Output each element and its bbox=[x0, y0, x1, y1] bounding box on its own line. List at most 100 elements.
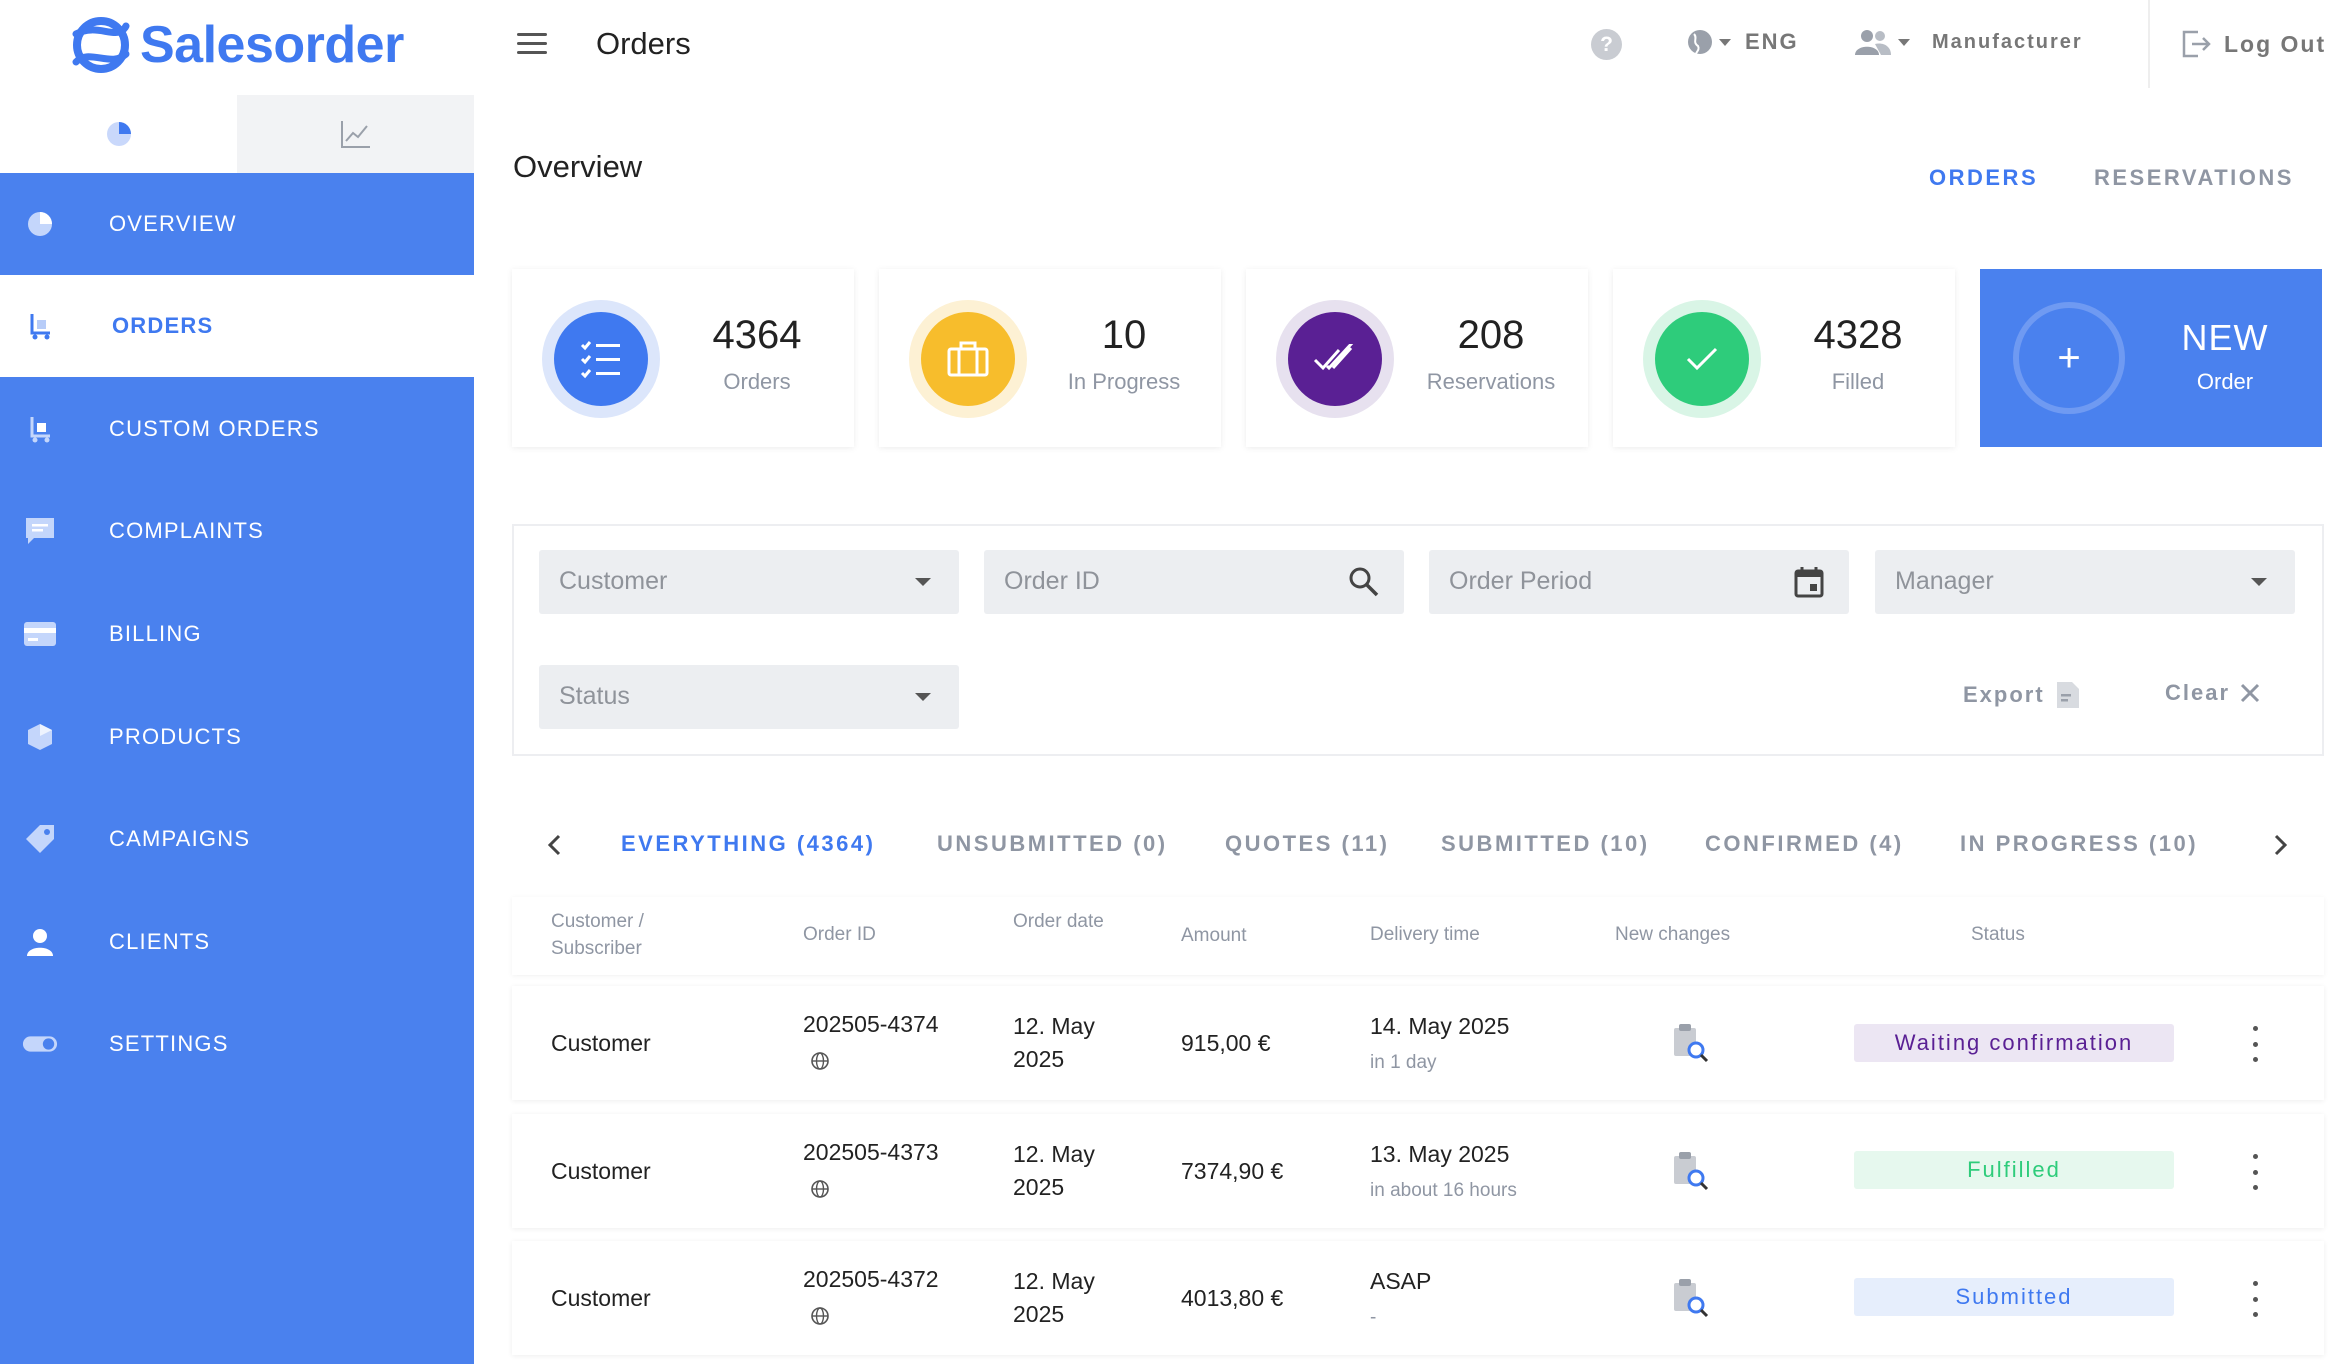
cell-delivery-relative: - bbox=[1370, 1307, 1377, 1328]
new-order-title: NEW bbox=[2181, 317, 2269, 358]
language-label: ENG bbox=[1745, 29, 1799, 54]
sidebar-item-settings[interactable]: SETTINGS bbox=[0, 993, 474, 1095]
logo-icon bbox=[72, 17, 130, 73]
manager-select-placeholder: Manager bbox=[1895, 567, 1994, 595]
cell-delivery-relative: in about 16 hours bbox=[1370, 1180, 1517, 1201]
clear-filters-button[interactable]: Clear bbox=[2165, 680, 2260, 706]
clipboard-search-icon[interactable] bbox=[1672, 1277, 1712, 1319]
sidebar-item-label: CUSTOM ORDERS bbox=[109, 416, 320, 441]
tab-reservations[interactable]: RESERVATIONS bbox=[2094, 165, 2294, 190]
logout-button[interactable]: Log Out bbox=[2180, 28, 2326, 60]
sidebar-item-complaints[interactable]: COMPLAINTS bbox=[0, 480, 474, 582]
brand-logo[interactable]: Salesorder bbox=[68, 12, 404, 78]
sidebar-tab-analytics[interactable] bbox=[237, 95, 474, 173]
help-icon[interactable]: ? bbox=[1591, 29, 1622, 60]
column-header-delivery[interactable]: Delivery time bbox=[1370, 924, 1480, 945]
cell-amount: 4013,80 € bbox=[1181, 1285, 1284, 1311]
chevron-right-icon[interactable] bbox=[2265, 830, 2295, 860]
new-order-button[interactable]: + NEW Order bbox=[1980, 269, 2322, 447]
sidebar-item-clients[interactable]: CLIENTS bbox=[0, 891, 474, 993]
sidebar-item-label: OVERVIEW bbox=[109, 211, 237, 236]
sidebar-item-custom-orders[interactable]: CUSTOM ORDERS bbox=[0, 378, 474, 480]
row-menu-icon[interactable] bbox=[2251, 1026, 2259, 1062]
column-header-status[interactable]: Status bbox=[1971, 924, 2025, 945]
stat-card-reservations[interactable]: 208 Reservations bbox=[1246, 269, 1588, 447]
chat-icon bbox=[22, 513, 58, 549]
cell-order-id: 202505-4372 bbox=[803, 1266, 939, 1292]
close-icon bbox=[2240, 683, 2260, 703]
table-row[interactable]: Customer 202505-4374 12. May 2025 915,00… bbox=[512, 986, 2324, 1100]
sidebar-item-orders[interactable]: ORDERS bbox=[0, 275, 474, 377]
order-period-input[interactable]: Order Period bbox=[1429, 550, 1849, 614]
check-icon bbox=[1686, 347, 1718, 371]
table-row[interactable]: Customer 202505-4373 12. May 2025 7374,9… bbox=[512, 1114, 2324, 1228]
new-order-subtitle: Order bbox=[2196, 369, 2254, 394]
search-icon bbox=[1349, 567, 1379, 597]
chevron-down-icon bbox=[1719, 38, 1731, 46]
role-label: Manufacturer bbox=[1932, 30, 2083, 53]
stat-label: Reservations bbox=[1426, 369, 1556, 394]
chevron-down-icon bbox=[1898, 38, 1910, 46]
language-selector[interactable]: ENG bbox=[1686, 28, 1799, 56]
chevron-left-icon[interactable] bbox=[540, 830, 570, 860]
cell-amount: 7374,90 € bbox=[1181, 1158, 1284, 1184]
sidebar-item-overview[interactable]: OVERVIEW bbox=[0, 173, 474, 275]
export-button[interactable]: Export bbox=[1963, 680, 2081, 710]
sidebar-view-tabs bbox=[0, 95, 474, 173]
users-icon bbox=[1855, 30, 1891, 55]
stat-card-in-progress[interactable]: 10 In Progress bbox=[879, 269, 1221, 447]
menu-toggle-icon[interactable] bbox=[517, 33, 547, 55]
row-menu-icon[interactable] bbox=[2251, 1154, 2259, 1190]
cell-delivery: 13. May 2025 bbox=[1370, 1141, 1510, 1167]
order-period-placeholder: Order Period bbox=[1449, 567, 1593, 595]
manager-select[interactable]: Manager bbox=[1875, 550, 2295, 614]
tab-submitted[interactable]: SUBMITTED (10) bbox=[1441, 831, 1650, 856]
tab-orders[interactable]: ORDERS bbox=[1929, 165, 2039, 190]
globe-icon bbox=[1688, 30, 1712, 55]
column-header-order-id[interactable]: Order ID bbox=[803, 924, 876, 945]
row-menu-icon[interactable] bbox=[2251, 1281, 2259, 1317]
status-badge: Submitted bbox=[1854, 1278, 2174, 1316]
tab-confirmed[interactable]: CONFIRMED (4) bbox=[1705, 831, 1904, 856]
customer-select[interactable]: Customer bbox=[539, 550, 959, 614]
toggle-icon bbox=[22, 1026, 58, 1062]
sidebar-item-billing[interactable]: BILLING bbox=[0, 583, 474, 685]
plus-icon: + bbox=[2013, 302, 2125, 414]
stat-card-orders[interactable]: 4364 Orders bbox=[512, 269, 854, 447]
calendar-icon bbox=[1794, 567, 1824, 598]
stat-icon-ring bbox=[542, 300, 660, 418]
order-id-search-input[interactable]: Order ID bbox=[984, 550, 1404, 614]
column-header-customer[interactable]: Customer / Subscriber bbox=[551, 911, 644, 959]
column-header-changes[interactable]: New changes bbox=[1615, 924, 1731, 945]
role-selector[interactable]: Manufacturer bbox=[1853, 28, 2083, 56]
tab-everything[interactable]: EVERYTHING (4364) bbox=[621, 831, 876, 856]
cell-order-date: 12. May 2025 bbox=[1013, 1013, 1095, 1072]
sidebar-nav: OVERVIEW ORDERS CUSTOM ORDERS COMPLAINTS… bbox=[0, 173, 474, 1364]
header-divider bbox=[2148, 0, 2150, 88]
table-row[interactable]: Customer 202505-4372 12. May 2025 4013,8… bbox=[512, 1241, 2324, 1355]
stat-icon-ring bbox=[1643, 300, 1761, 418]
cell-customer: Customer bbox=[551, 1030, 651, 1056]
stat-icon-ring bbox=[909, 300, 1027, 418]
sidebar-item-label: COMPLAINTS bbox=[109, 518, 265, 543]
cell-order-date: 12. May 2025 bbox=[1013, 1141, 1095, 1200]
sidebar-tab-overview[interactable] bbox=[0, 95, 237, 173]
custom-cart-icon bbox=[22, 411, 58, 447]
double-check-icon bbox=[1313, 344, 1354, 371]
stat-card-filled[interactable]: 4328 Filled bbox=[1613, 269, 1955, 447]
pie-chart-icon bbox=[22, 206, 58, 242]
cell-order-id: 202505-4373 bbox=[803, 1139, 939, 1165]
tab-quotes[interactable]: QUOTES (11) bbox=[1225, 831, 1390, 856]
person-icon bbox=[22, 924, 58, 960]
section-title: Overview bbox=[513, 149, 643, 184]
clipboard-search-icon[interactable] bbox=[1672, 1022, 1712, 1064]
status-select[interactable]: Status bbox=[539, 665, 959, 729]
column-header-amount[interactable]: Amount bbox=[1181, 925, 1247, 946]
sidebar-item-products[interactable]: PRODUCTS bbox=[0, 686, 474, 788]
sidebar-item-campaigns[interactable]: CAMPAIGNS bbox=[0, 788, 474, 890]
clipboard-search-icon[interactable] bbox=[1672, 1150, 1712, 1192]
briefcase-icon bbox=[947, 341, 989, 377]
column-header-order-date[interactable]: Order date bbox=[1013, 911, 1104, 932]
tab-unsubmitted[interactable]: UNSUBMITTED (0) bbox=[937, 831, 1168, 856]
tab-in-progress[interactable]: IN PROGRESS (10) bbox=[1960, 831, 2199, 856]
